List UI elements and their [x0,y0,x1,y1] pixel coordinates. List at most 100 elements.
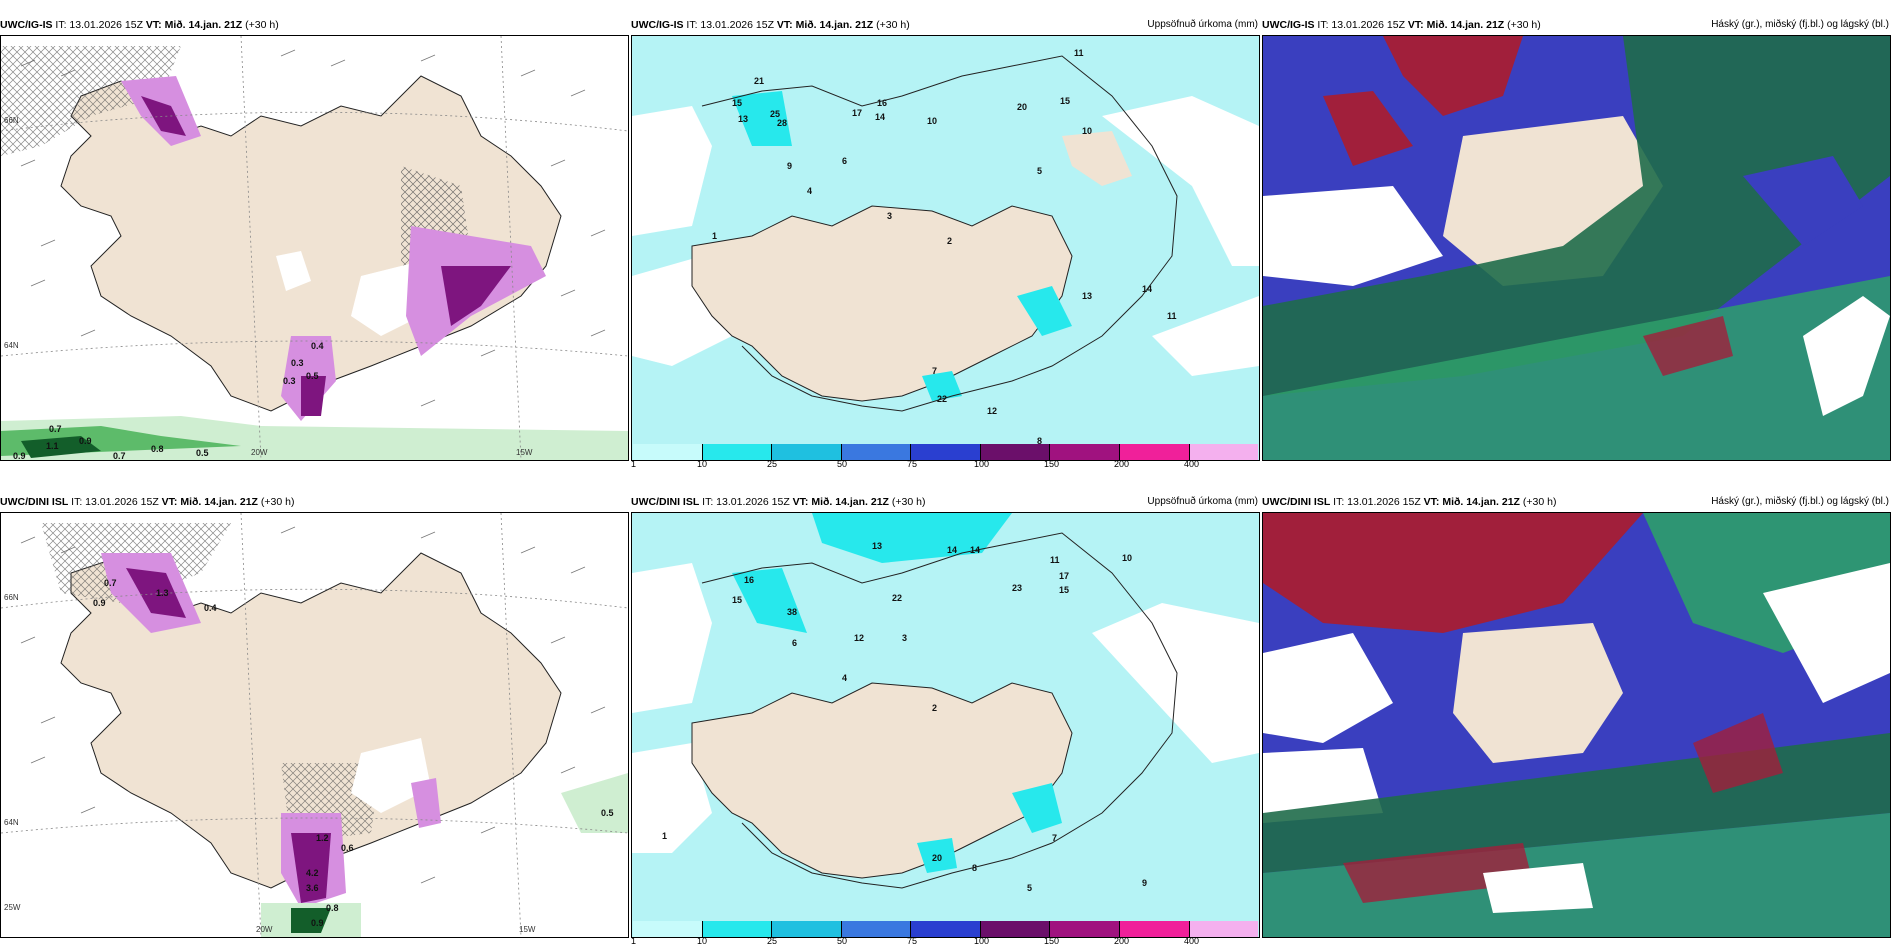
precip-value: 14 [947,545,958,555]
colorbar-tick: 50 [837,936,848,946]
contour-label: 1.2 [316,833,329,843]
panel-accumulated-precip-dini: UWC/DINI ISL IT: 13.01.2026 15Z VT: Mið.… [631,492,1260,946]
colorbar-segment [911,444,981,460]
precip-value: 14 [1142,284,1153,294]
panel-accumulated-precip-igis: UWC/IG-IS IT: 13.01.2026 15Z VT: Mið. 14… [631,15,1260,469]
contour-label: 0.9 [93,598,106,608]
model-name: UWC/IG-IS [0,19,53,31]
lead-time: (+30 h) [1507,19,1541,31]
lat-label: 66N [4,116,19,125]
precip-value: 22 [892,593,903,603]
lead-time: (+30 h) [891,496,926,508]
precip-value: 15 [1059,585,1070,595]
contour-label: 0.4 [204,603,217,613]
map-canvas[interactable]: 11 21 15 13 25 28 10 16 17 14 20 15 10 9… [631,35,1260,461]
precip-value: 15 [732,595,743,605]
precip-value: 7 [1052,833,1058,843]
colorbar-segment [911,921,981,937]
precip-value: 1 [712,231,718,241]
precip-value: 10 [1082,126,1093,136]
colorbar-segment [980,444,1051,460]
precip-value: 13 [872,541,883,551]
map-canvas[interactable]: 13 14 14 16 15 38 22 23 17 15 12 11 10 6… [631,512,1260,938]
panel-header: UWC/DINI ISL IT: 13.01.2026 15Z VT: Mið.… [631,492,1260,512]
contour-label: 0.9 [311,918,324,928]
map-canvas[interactable] [1262,35,1891,461]
contour-label: 0.7 [113,451,126,461]
lead-time: (+30 h) [1522,496,1557,508]
precip-value: 9 [1142,878,1148,888]
accumulated-precip-map [632,36,1259,460]
model-name: UWC/DINI ISL [0,496,69,508]
valid-time: VT: Mið. 14.jan. 21Z [1407,19,1505,31]
precip-value: 21 [754,76,765,86]
contour-label: 0.3 [283,376,296,386]
precip-value: 9 [787,161,793,171]
accumulated-precip-map [632,513,1259,937]
precip-value: 7 [932,366,938,376]
lon-label: 15W [516,448,533,457]
precip-value: 16 [877,98,888,108]
valid-time: VT: Mið. 14.jan. 21Z [145,19,243,31]
precip-type-map [1,36,628,460]
colorbar-segment [841,921,912,937]
precip-value: 2 [932,703,938,713]
precip-value: 25 [770,109,781,119]
colorbar-segment [702,444,773,460]
precip-value: 8 [972,863,978,873]
colorbar-tick: 100 [974,459,990,469]
contour-label: 0.8 [151,444,164,454]
precip-value: 22 [937,394,948,404]
cloud-cover-map [1263,513,1890,937]
colorbar-tick: 10 [697,936,708,946]
panel-header: UWC/IG-IS IT: 13.01.2026 15Z VT: Mið. 14… [631,15,1260,35]
colorbar-segment [1050,921,1120,937]
colorbar-tick: 25 [767,459,778,469]
precip-value: 15 [732,98,743,108]
colorbar-tick: 150 [1044,936,1060,946]
model-name: UWC/IG-IS [1262,19,1315,31]
precip-value: 16 [744,575,755,585]
precip-value: 6 [842,156,848,166]
map-canvas[interactable]: 66N 64N 20W 15W 0.7 0.9 0.8 0.7 0.5 0.9 … [0,35,629,461]
contour-label: 0.5 [306,371,319,381]
lead-time: (+30 h) [245,19,279,31]
precip-value: 12 [854,633,865,643]
colorbar-tick: 400 [1184,459,1200,469]
colorbar-segment [772,921,842,937]
valid-time: VT: Mið. 14.jan. 21Z [792,496,889,508]
init-time: IT: 13.01.2026 15Z [686,19,774,31]
precip-value: 12 [987,406,998,416]
lat-label: 66N [4,593,19,602]
contour-label: 1.3 [156,588,169,598]
valid-time: VT: Mið. 14.jan. 21Z [161,496,258,508]
lead-time: (+30 h) [260,496,295,508]
colorbar-segment [633,921,703,937]
init-time: IT: 13.01.2026 15Z [1317,19,1405,31]
colorbar-tick: 200 [1114,936,1130,946]
colorbar-segment [702,921,773,937]
init-time: IT: 13.01.2026 15Z [71,496,159,508]
colorbar-segment [1189,921,1259,937]
contour-label: 3.6 [306,883,319,893]
contour-label: 0.3 [291,358,304,368]
variable-title: Háský (gr.), miðský (fj.bl.) og lágský (… [1711,496,1889,507]
lon-label: 20W [256,925,273,934]
panel-header: UWC/IG-IS IT: 13.01.2026 15Z VT: Mið. 14… [1262,15,1891,35]
colorbar-segment [1119,921,1190,937]
contour-label: 0.6 [341,843,354,853]
panel-precip-type-igis: UWC/IG-IS IT: 13.01.2026 15Z VT: Mið. 14… [0,15,629,461]
precip-value: 10 [1122,553,1133,563]
iceland-landmass [691,205,1073,402]
colorbar [633,444,1259,460]
precip-value: 4 [807,186,813,196]
variable-title: Háský (gr.), miðský (fj.bl.) og lágský (… [1711,19,1889,30]
map-canvas[interactable]: 66N 64N 25W 20W 15W 0.7 0.9 1.3 0.4 1.2 … [0,512,629,938]
colorbar-tick: 1 [631,936,637,946]
panel-precip-type-dini: UWC/DINI ISL IT: 13.01.2026 15Z VT: Mið.… [0,492,629,938]
map-canvas[interactable] [1262,512,1891,938]
colorbar [633,921,1259,937]
init-time: IT: 13.01.2026 15Z [55,19,143,31]
colorbar-segment [1119,444,1190,460]
colorbar-tick: 150 [1044,459,1060,469]
